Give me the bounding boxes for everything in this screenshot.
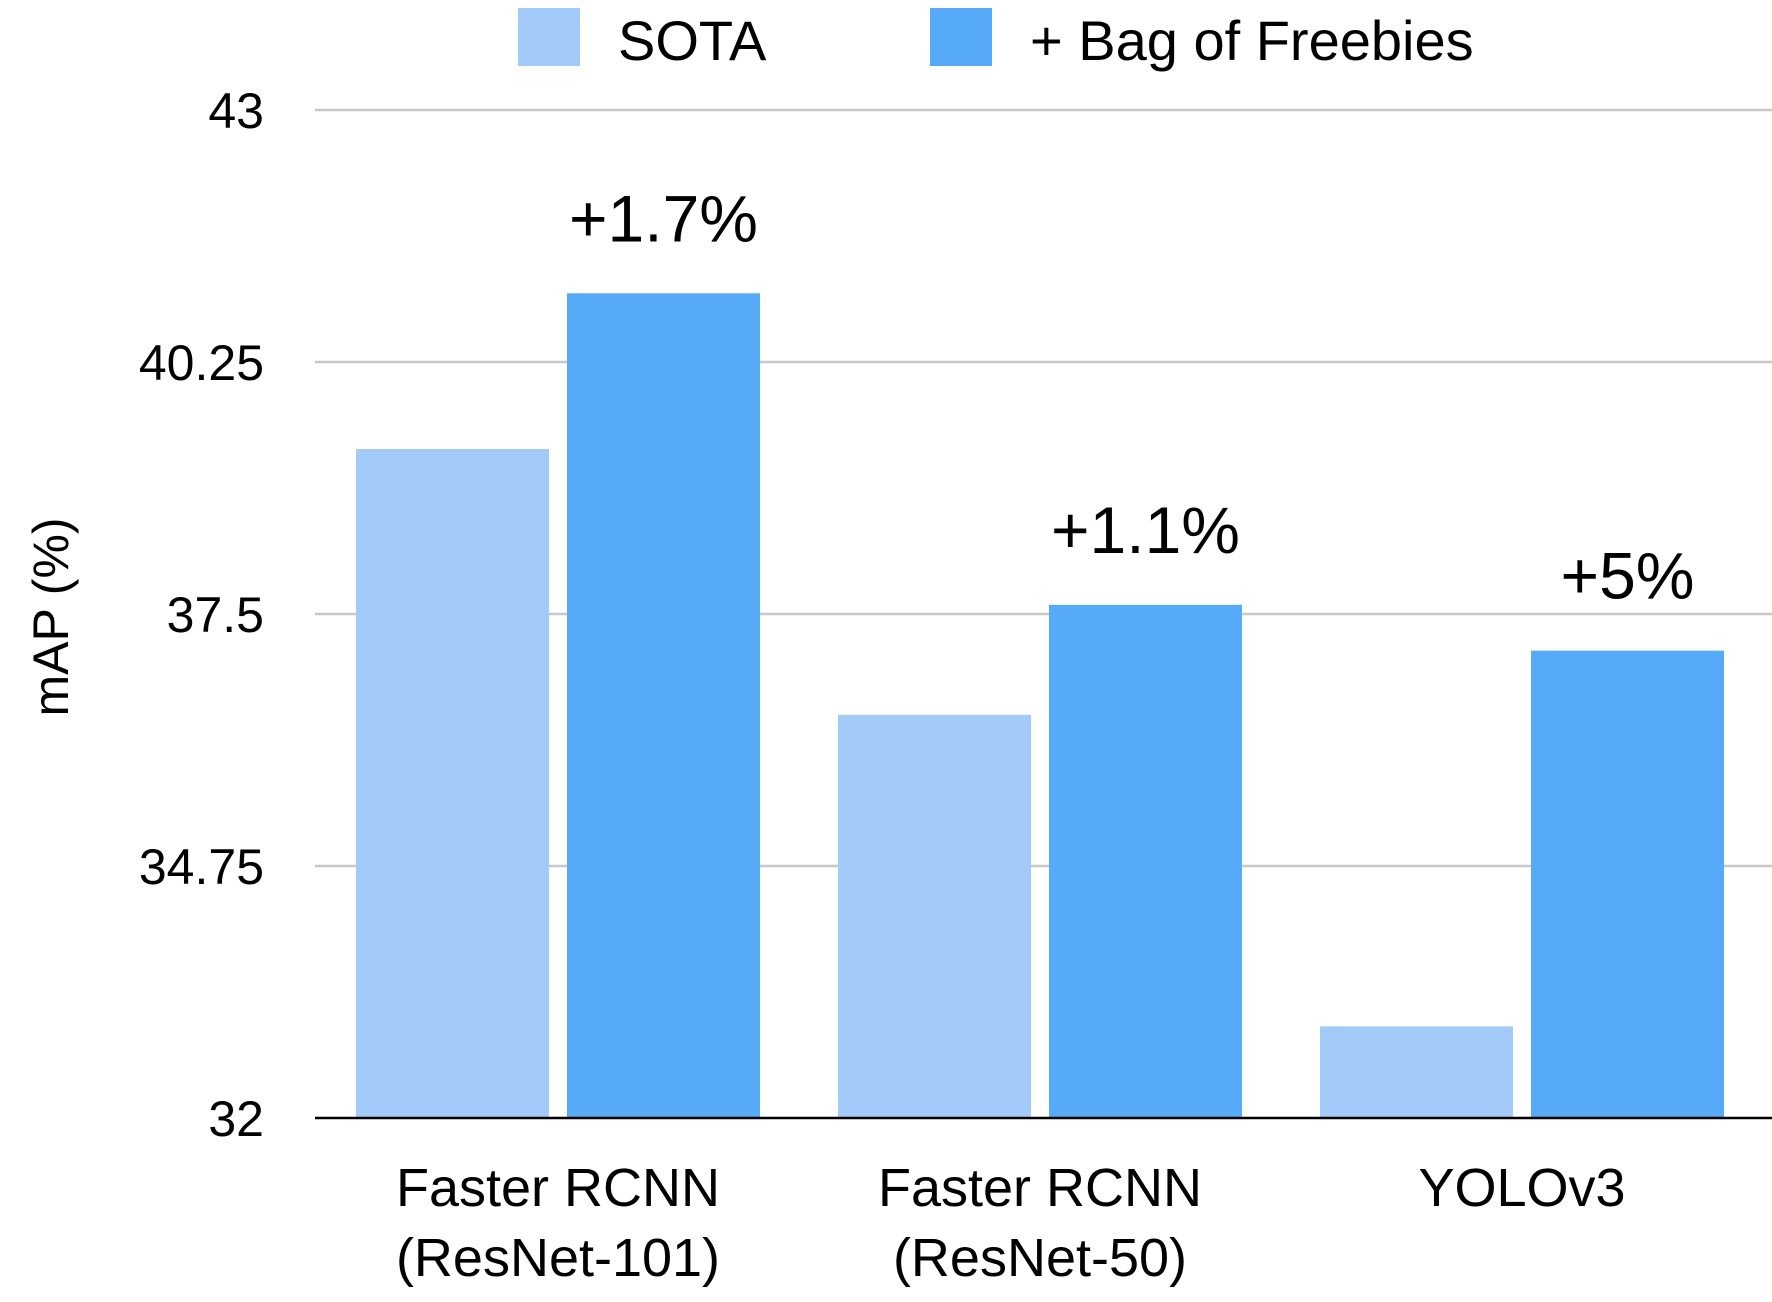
y-axis-ticks: 32 34.75 37.5 40.25 43	[139, 83, 264, 1147]
legend: SOTA + Bag of Freebies	[518, 8, 1474, 72]
bar-freebies	[1531, 650, 1724, 1118]
bar-freebies	[567, 293, 760, 1119]
gridlines	[315, 108, 1772, 868]
y-axis-label: mAP (%)	[23, 517, 79, 716]
y-tick-label: 32	[208, 1091, 264, 1147]
legend-label: SOTA	[618, 9, 767, 72]
bar-annotation: +1.7%	[569, 181, 758, 255]
x-category-label: YOLOv3	[1418, 1158, 1625, 1218]
bar-annotations: +1.7% +1.1% +5%	[569, 181, 1694, 612]
x-category-label: (ResNet-50)	[893, 1228, 1187, 1288]
x-category-label: Faster RCNN	[878, 1158, 1202, 1218]
y-tick-label: 34.75	[139, 839, 264, 895]
bar-annotation: +5%	[1561, 539, 1695, 613]
x-category-label: (ResNet-101)	[396, 1228, 720, 1288]
bar-sota	[838, 714, 1031, 1118]
bars	[356, 293, 1724, 1119]
bar-sota	[1320, 1026, 1513, 1118]
x-category-label: Faster RCNN	[396, 1158, 720, 1218]
y-tick-label: 40.25	[139, 335, 264, 391]
bar-freebies	[1049, 604, 1242, 1118]
legend-label: + Bag of Freebies	[1030, 9, 1474, 72]
y-tick-label: 37.5	[167, 587, 264, 643]
x-axis-categories: Faster RCNN (ResNet-101) Faster RCNN (ResNe…	[396, 1158, 1626, 1288]
bar-annotation: +1.1%	[1051, 493, 1240, 567]
y-tick-label: 43	[208, 83, 264, 139]
legend-swatch	[518, 8, 580, 66]
legend-swatch	[930, 8, 992, 66]
bar-sota	[356, 449, 549, 1118]
